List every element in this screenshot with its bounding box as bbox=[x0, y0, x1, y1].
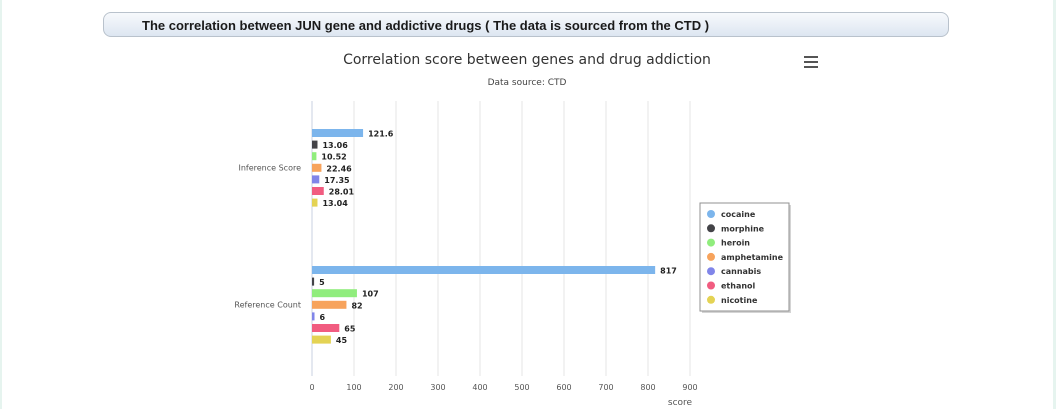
chart-menu-icon[interactable] bbox=[804, 56, 818, 68]
page-edge-right bbox=[1053, 0, 1056, 409]
bar-nicotine[interactable] bbox=[312, 198, 318, 207]
legend-marker-heroin[interactable] bbox=[707, 238, 715, 247]
y-category-label: Inference Score bbox=[238, 164, 301, 173]
data-label: 5 bbox=[319, 278, 325, 287]
data-label: 10.52 bbox=[321, 153, 346, 162]
legend-item-amphetamine[interactable]: amphetamine bbox=[721, 253, 784, 262]
data-label: 28.01 bbox=[329, 188, 355, 197]
legend-marker-morphine[interactable] bbox=[707, 224, 715, 233]
data-label: 107 bbox=[362, 290, 379, 299]
x-tick-label: 200 bbox=[388, 383, 403, 392]
legend-item-nicotine[interactable]: nicotine bbox=[721, 296, 758, 305]
legend-marker-nicotine[interactable] bbox=[707, 295, 715, 304]
bar-amphetamine[interactable] bbox=[312, 163, 322, 172]
legend-item-morphine[interactable]: morphine bbox=[721, 224, 765, 233]
x-tick-label: 0 bbox=[309, 383, 314, 392]
section-title: The correlation between JUN gene and add… bbox=[142, 18, 710, 33]
data-label: 121.6 bbox=[368, 130, 394, 139]
legend-marker-cocaine[interactable] bbox=[707, 210, 715, 218]
legend-marker-amphetamine[interactable] bbox=[707, 252, 715, 261]
bar-cannabis[interactable] bbox=[312, 175, 320, 184]
data-label: 6 bbox=[320, 313, 326, 322]
data-label: 17.35 bbox=[324, 176, 350, 185]
bar-heroin[interactable] bbox=[312, 152, 317, 161]
legend-marker-cannabis[interactable] bbox=[707, 267, 715, 276]
legend-item-cannabis[interactable]: cannabis bbox=[721, 267, 761, 276]
bar-cannabis[interactable] bbox=[312, 312, 315, 321]
x-axis-label: score bbox=[668, 398, 693, 408]
bar-heroin[interactable] bbox=[312, 289, 357, 298]
x-tick-label: 300 bbox=[430, 383, 445, 392]
chart-subtitle: Data source: CTD bbox=[488, 78, 567, 88]
x-tick-label: 600 bbox=[556, 383, 571, 392]
legend-marker-ethanol[interactable] bbox=[707, 281, 715, 290]
data-label: 45 bbox=[336, 336, 348, 345]
bar-cocaine[interactable] bbox=[312, 129, 364, 137]
data-label: 13.06 bbox=[322, 141, 348, 150]
bar-cocaine[interactable] bbox=[312, 266, 656, 274]
y-category-label: Reference Count bbox=[234, 301, 301, 310]
chart-title: Correlation score between genes and drug… bbox=[343, 52, 711, 68]
x-tick-label: 700 bbox=[598, 383, 613, 392]
x-tick-label: 100 bbox=[346, 383, 361, 392]
legend-item-cocaine[interactable]: cocaine bbox=[721, 210, 756, 219]
bar-ethanol[interactable] bbox=[312, 324, 340, 332]
data-label: 22.46 bbox=[326, 164, 352, 173]
x-tick-label: 500 bbox=[514, 383, 529, 392]
section-header: The correlation between JUN gene and add… bbox=[103, 12, 949, 37]
bar-ethanol[interactable] bbox=[312, 187, 324, 195]
bar-morphine[interactable] bbox=[312, 277, 315, 286]
x-tick-label: 800 bbox=[640, 383, 655, 392]
x-tick-label: 400 bbox=[472, 383, 487, 392]
bar-nicotine[interactable] bbox=[312, 335, 331, 344]
data-label: 817 bbox=[660, 267, 677, 276]
data-label: 65 bbox=[344, 325, 356, 334]
legend-item-ethanol[interactable]: ethanol bbox=[721, 282, 756, 291]
bar-amphetamine[interactable] bbox=[312, 300, 347, 309]
legend-item-heroin[interactable]: heroin bbox=[721, 239, 750, 248]
page-edge-left bbox=[0, 0, 2, 409]
x-tick-label: 900 bbox=[682, 383, 697, 392]
data-label: 82 bbox=[351, 301, 362, 310]
data-label: 13.04 bbox=[322, 199, 348, 208]
bar-morphine[interactable] bbox=[312, 140, 318, 149]
